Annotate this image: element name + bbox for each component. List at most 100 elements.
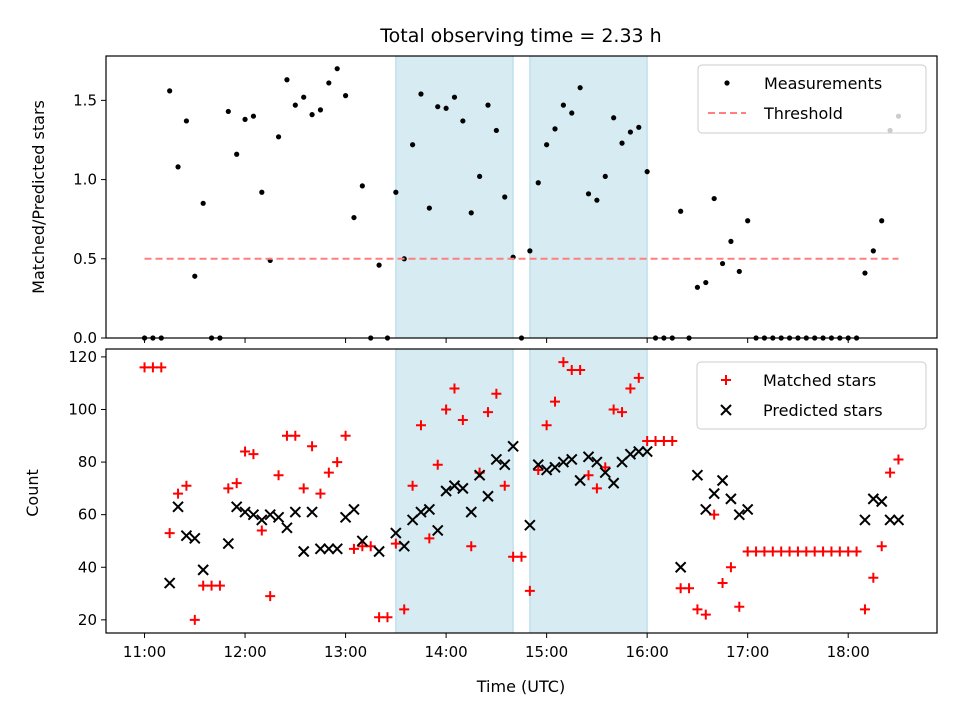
- predicted-stars-point: [264, 508, 276, 521]
- measurements-point: [544, 142, 550, 148]
- measurements-point: [594, 197, 600, 203]
- matched-stars-point: [633, 372, 644, 383]
- matched-stars-point: [575, 365, 586, 376]
- measurements-point: [552, 126, 558, 132]
- measurements-point: [200, 200, 206, 206]
- predicted-stars-point: [398, 540, 410, 552]
- legend: Matched stars Predicted stars: [696, 361, 927, 430]
- matched-stars-point: [315, 488, 326, 499]
- measurements-point: [477, 173, 483, 180]
- shaded-interval: [529, 55, 648, 339]
- matched-stars-point: [281, 430, 292, 441]
- predicted-stars-point: [859, 514, 871, 526]
- matched-stars-point: [457, 415, 468, 425]
- y-axis-label-bottom: Count: [23, 469, 42, 517]
- matched-stars-point: [801, 546, 812, 557]
- predicted-stars-point: [281, 522, 293, 534]
- matched-stars-point: [650, 436, 661, 447]
- y-tick-label: 20: [78, 611, 97, 629]
- predicted-stars-point: [867, 493, 880, 505]
- measurements-point: [409, 142, 416, 148]
- matched-stars-point: [709, 509, 720, 520]
- matched-stars-point: [818, 546, 829, 557]
- measurements-point: [284, 77, 290, 83]
- predicted-stars-point: [432, 524, 444, 537]
- measurements-point: [745, 218, 751, 224]
- matched-stars-point: [139, 362, 150, 373]
- x-tick-label: 11:00: [123, 643, 166, 661]
- x-tick-label: 18:00: [827, 643, 870, 661]
- predicted-stars-point: [197, 564, 209, 576]
- measurements-point: [644, 169, 650, 175]
- matched-stars-point: [332, 457, 343, 468]
- matched-stars-point: [834, 546, 845, 557]
- measurements-point: [435, 104, 441, 110]
- counts-panel: 20 40 60 80 100 120 11:00 12:00 13:00 14:00 15:00 1…: [68, 348, 938, 661]
- matched-stars-point: [508, 551, 519, 562]
- predicted-stars-point: [574, 474, 586, 487]
- matched-stars-point: [307, 441, 318, 452]
- measurements-point: [426, 205, 432, 211]
- predicted-stars-point: [222, 537, 235, 550]
- shaded-interval: [529, 348, 648, 634]
- matched-stars-point: [374, 612, 385, 623]
- matched-stars-point: [734, 601, 745, 612]
- matched-stars-point: [181, 480, 192, 491]
- predicted-stars-point: [566, 453, 578, 466]
- predicted-stars-point: [691, 469, 704, 481]
- measurements-point: [711, 195, 717, 202]
- predicted-stars-point: [708, 487, 720, 500]
- predicted-stars-point: [348, 503, 360, 516]
- matched-stars-point: [600, 462, 611, 473]
- measurements-point: [611, 115, 617, 121]
- predicted-stars-point: [331, 543, 343, 555]
- y-tick-label: 0.0: [73, 329, 97, 347]
- matched-stars-point: [550, 396, 561, 407]
- predicted-stars-point: [532, 458, 544, 471]
- legend-label: Matched stars: [763, 371, 876, 390]
- matched-stars-point: [340, 430, 351, 441]
- measurements-point: [619, 140, 625, 146]
- measurements-point: [870, 248, 876, 254]
- matched-stars-point: [851, 546, 862, 557]
- x-tick-label: 14:00: [424, 643, 467, 661]
- matched-stars-point: [658, 436, 669, 447]
- y-tick-label: 40: [78, 558, 97, 576]
- y-tick-label: 1.0: [73, 171, 97, 189]
- matched-stars-point: [717, 578, 728, 589]
- predicted-stars-point: [465, 506, 477, 518]
- matched-stars-point: [776, 546, 787, 557]
- matched-stars-point: [667, 436, 678, 447]
- predicted-stars-point: [323, 543, 335, 555]
- predicted-stars-point: [892, 514, 905, 526]
- predicted-stars-point: [356, 535, 369, 547]
- matched-stars-point: [298, 483, 309, 494]
- measurements-point: [242, 116, 248, 122]
- matched-stars-point: [725, 562, 736, 573]
- predicted-stars-point: [507, 440, 519, 453]
- matched-stars-point: [256, 525, 267, 536]
- predicted-stars-point: [256, 514, 268, 526]
- predicted-stars-point: [297, 545, 310, 558]
- matched-stars-point: [759, 546, 770, 557]
- axes-frame: [105, 348, 938, 634]
- y-tick-label: 120: [68, 348, 97, 366]
- predicted-stars-point: [306, 506, 318, 518]
- matched-stars-point: [700, 609, 711, 620]
- predicted-stars-point: [289, 506, 302, 518]
- matched-stars-point: [156, 362, 167, 373]
- legend-label: Measurements: [764, 74, 882, 93]
- predicted-stars-point: [473, 469, 486, 481]
- matched-stars-point: [533, 464, 544, 475]
- measurements-point: [535, 180, 541, 186]
- measurements-point: [678, 208, 684, 214]
- measurements-point: [493, 127, 499, 134]
- matched-stars-point: [583, 470, 594, 481]
- matched-stars-point: [466, 541, 477, 552]
- matched-stars-point: [625, 383, 636, 394]
- matched-stars-point: [231, 478, 242, 489]
- matched-stars-point: [482, 407, 493, 418]
- predicted-stars-point: [641, 445, 653, 458]
- measurements-point: [569, 110, 575, 116]
